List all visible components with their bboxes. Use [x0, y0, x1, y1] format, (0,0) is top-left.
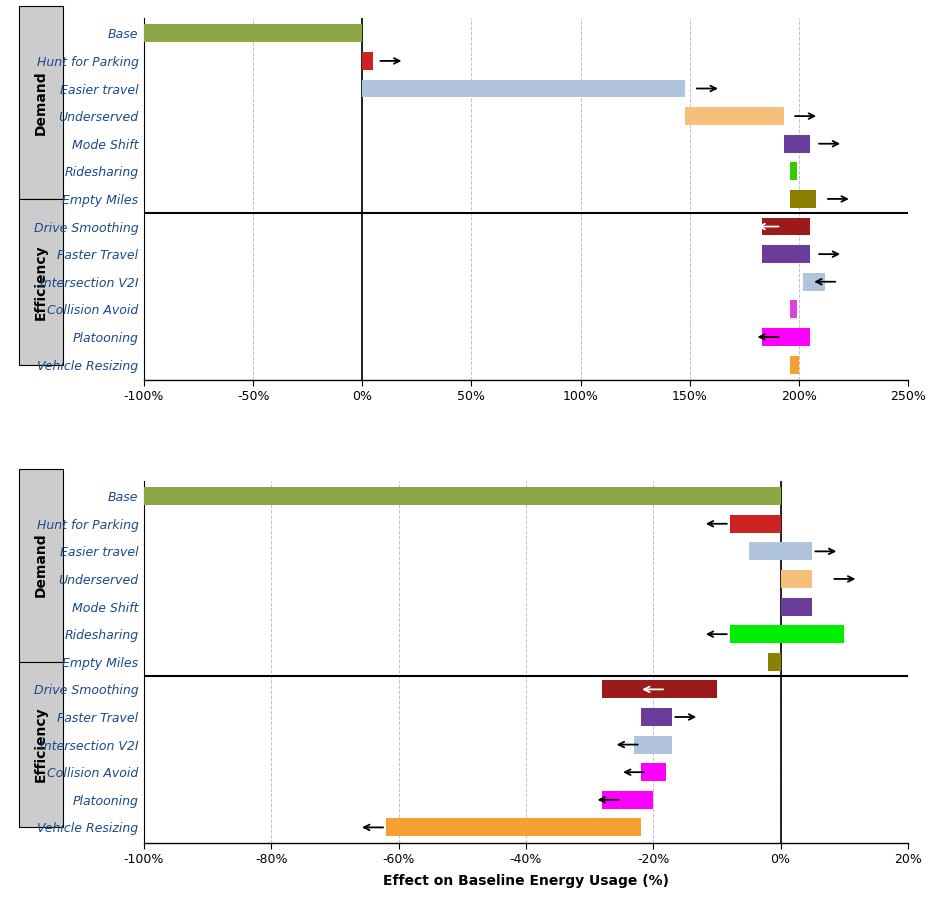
Text: Efficiency: Efficiency — [34, 707, 48, 783]
Bar — [790, 301, 797, 318]
FancyBboxPatch shape — [19, 199, 64, 364]
Bar — [768, 653, 781, 670]
X-axis label: Effect on Baseline Energy Usage (%): Effect on Baseline Energy Usage (%) — [383, 874, 669, 888]
Bar — [144, 487, 781, 506]
Bar — [362, 80, 685, 98]
Bar — [781, 598, 812, 615]
Text: Efficiency: Efficiency — [34, 244, 48, 320]
FancyBboxPatch shape — [19, 468, 64, 661]
Bar — [635, 736, 672, 754]
Bar — [640, 708, 672, 726]
Bar — [685, 107, 783, 125]
Bar — [783, 135, 810, 153]
Bar — [790, 355, 798, 373]
Text: Demand: Demand — [34, 70, 48, 135]
Bar — [603, 791, 653, 809]
FancyBboxPatch shape — [19, 661, 64, 827]
Bar — [144, 24, 362, 43]
Bar — [790, 190, 816, 207]
Bar — [362, 52, 373, 70]
Bar — [730, 515, 781, 533]
Bar — [762, 328, 810, 346]
Bar — [781, 570, 812, 588]
Bar — [603, 680, 717, 699]
Bar — [386, 818, 640, 836]
Bar — [730, 625, 844, 643]
Bar — [762, 217, 810, 236]
Bar — [640, 763, 666, 781]
Bar — [803, 273, 825, 291]
Bar — [749, 543, 812, 560]
Bar — [762, 246, 810, 263]
Bar — [790, 162, 797, 180]
Text: Demand: Demand — [34, 533, 48, 597]
FancyBboxPatch shape — [19, 5, 64, 199]
